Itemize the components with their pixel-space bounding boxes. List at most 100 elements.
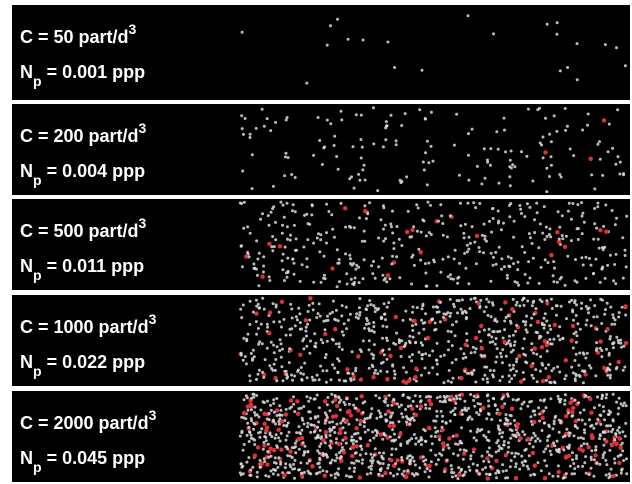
particle [470, 351, 473, 354]
particle [383, 302, 386, 305]
particle [329, 462, 332, 465]
particle [560, 305, 563, 308]
particle [413, 375, 417, 379]
particle [524, 320, 527, 323]
particle [437, 458, 440, 461]
particle [338, 379, 341, 382]
particle [467, 417, 470, 420]
particle [600, 349, 603, 352]
particle [510, 414, 513, 417]
particle [454, 249, 457, 252]
particle [390, 453, 393, 456]
particle [488, 446, 491, 449]
particle [414, 413, 418, 417]
particle [559, 278, 562, 281]
particle [314, 429, 317, 432]
particle [325, 470, 328, 473]
particle [501, 463, 504, 466]
particle [422, 303, 425, 306]
particle [475, 439, 478, 442]
particle [294, 249, 297, 252]
particle [386, 339, 389, 342]
particle [573, 472, 576, 475]
particle [515, 304, 518, 307]
particle [615, 401, 618, 404]
particle [396, 403, 399, 406]
particle [288, 431, 291, 434]
particle [558, 325, 561, 328]
particle [374, 447, 377, 450]
particle [602, 405, 605, 408]
particle [414, 394, 417, 397]
particle [490, 418, 493, 421]
particle [535, 331, 538, 334]
particle [578, 352, 581, 355]
particle [283, 279, 286, 282]
particle [544, 367, 547, 370]
particle [503, 444, 506, 447]
particle [504, 417, 507, 420]
particle [557, 335, 560, 338]
particle [599, 433, 602, 436]
particle [404, 342, 407, 345]
particle [546, 445, 549, 448]
particle [463, 473, 466, 476]
particle [494, 361, 497, 364]
particle [322, 146, 325, 149]
particle [386, 273, 390, 277]
particle [313, 398, 316, 401]
particle [359, 311, 362, 314]
particle [476, 165, 479, 168]
particle [414, 464, 417, 467]
particle [489, 465, 492, 468]
particle [383, 353, 386, 356]
particle [382, 204, 385, 207]
particle [581, 232, 584, 235]
particle [392, 474, 395, 477]
particle [510, 257, 513, 260]
particle [518, 468, 521, 471]
particle [302, 373, 305, 376]
particle [565, 235, 568, 238]
particle [441, 441, 445, 445]
particle [590, 324, 593, 327]
particle [350, 435, 353, 438]
particle [598, 437, 601, 440]
particle [382, 325, 385, 328]
particle [422, 328, 425, 331]
particle [294, 442, 297, 445]
particle [554, 381, 557, 384]
particle [388, 354, 392, 358]
particle [595, 422, 598, 425]
panel: C = 200 part/d399Np = 0.004 ppp [0, 104, 630, 195]
particle [482, 251, 485, 254]
particle [258, 436, 261, 439]
particle [381, 438, 384, 441]
particle [501, 361, 504, 364]
particle [484, 466, 487, 469]
particle [344, 431, 347, 434]
particle [585, 323, 588, 326]
particle [379, 415, 382, 418]
particle [623, 366, 626, 369]
particle [592, 427, 595, 430]
particle [252, 263, 255, 266]
particle [383, 471, 387, 475]
particle [292, 395, 295, 398]
particle [255, 299, 258, 302]
particle [345, 419, 349, 423]
particle [502, 470, 505, 473]
particle [255, 239, 258, 242]
particle [388, 394, 391, 397]
particle [427, 464, 431, 468]
particle [609, 376, 612, 379]
particle [592, 316, 595, 319]
particle [489, 280, 492, 283]
particle [593, 207, 596, 210]
particle [516, 301, 519, 304]
particle [268, 224, 271, 227]
particle [499, 419, 502, 422]
particle [255, 127, 258, 130]
particle [529, 324, 532, 327]
particle [543, 205, 546, 208]
